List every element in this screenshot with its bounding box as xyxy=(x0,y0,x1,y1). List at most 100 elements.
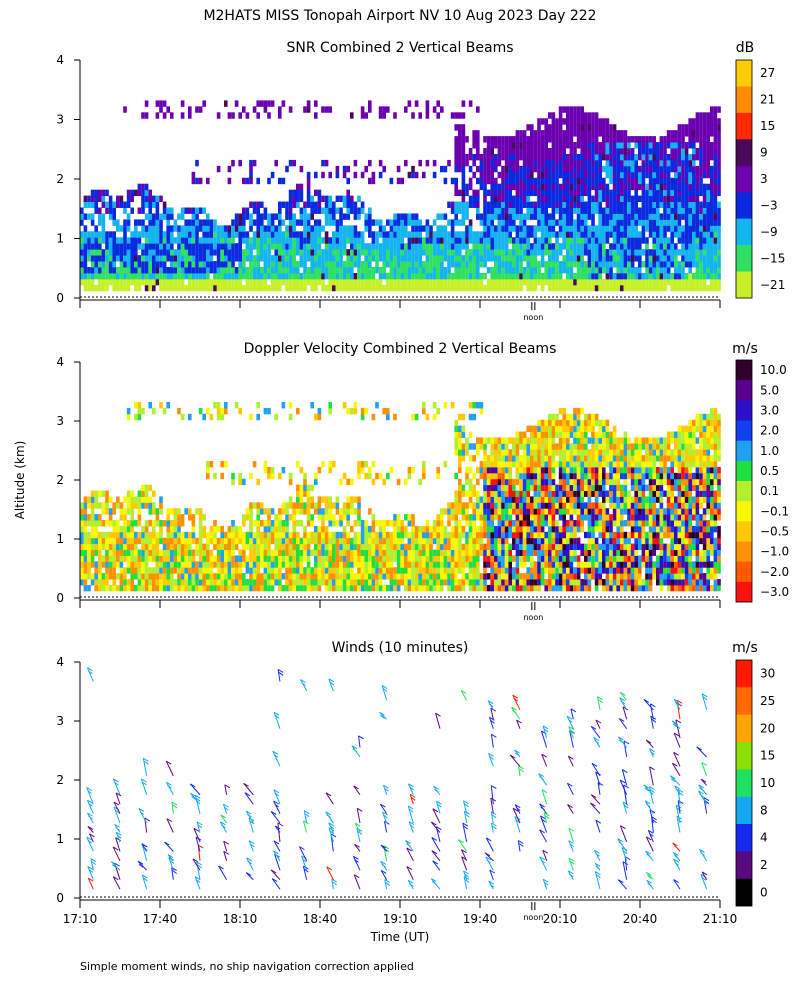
field-cell xyxy=(422,472,426,480)
field-cell xyxy=(710,124,714,131)
field-cell xyxy=(105,561,109,568)
field-cell xyxy=(681,148,685,155)
field-cell xyxy=(285,502,289,509)
field-cell xyxy=(303,484,307,492)
field-cell xyxy=(328,195,332,203)
field-cell xyxy=(386,543,390,551)
field-cell xyxy=(594,136,599,143)
field-cell xyxy=(598,237,602,244)
field-cell xyxy=(310,195,314,203)
field-cell xyxy=(105,543,109,551)
field-cell xyxy=(400,267,404,274)
field-cell xyxy=(526,272,530,280)
field-cell xyxy=(360,561,365,568)
field-cell xyxy=(198,584,203,592)
field-cell xyxy=(317,413,322,421)
field-cell xyxy=(519,284,523,292)
field-cell xyxy=(652,243,656,250)
field-cell xyxy=(710,112,714,119)
field-cell xyxy=(440,284,444,292)
field-cell xyxy=(353,561,358,568)
field-cell xyxy=(508,261,512,268)
field-cell xyxy=(227,549,232,556)
field-cell xyxy=(717,130,721,137)
field-cell xyxy=(450,243,455,250)
field-cell xyxy=(494,213,498,220)
field-cell xyxy=(314,207,318,214)
field-cell xyxy=(184,555,188,562)
field-cell xyxy=(440,261,444,268)
field-cell xyxy=(245,278,250,286)
field-cell xyxy=(414,561,419,568)
field-cell xyxy=(591,255,595,262)
field-cell xyxy=(483,171,487,179)
field-cell xyxy=(116,496,120,503)
field-cell xyxy=(400,520,404,527)
field-cell xyxy=(256,514,260,521)
field-cell xyxy=(98,514,102,521)
field-cell xyxy=(335,579,340,586)
field-cell xyxy=(515,201,520,208)
field-cell xyxy=(335,502,340,509)
field-cell xyxy=(90,579,95,586)
field-cell xyxy=(141,278,145,286)
field-cell xyxy=(378,255,383,262)
field-cell xyxy=(458,490,462,497)
field-cell xyxy=(501,278,505,286)
field-cell xyxy=(350,249,354,256)
field-cell xyxy=(148,219,152,226)
field-cell xyxy=(274,261,278,268)
field-cell xyxy=(83,225,88,232)
field-cell xyxy=(357,579,361,586)
field-cell xyxy=(357,267,361,274)
field-cell xyxy=(422,243,426,250)
field-cell xyxy=(458,478,462,486)
field-cell xyxy=(249,472,253,480)
field-cell xyxy=(458,207,462,214)
field-cell xyxy=(148,195,152,203)
field-cell xyxy=(270,100,275,107)
field-cell xyxy=(443,573,448,580)
field-cell xyxy=(440,531,444,539)
field-cell xyxy=(274,278,278,286)
field-cell xyxy=(105,207,109,214)
field-cell xyxy=(314,112,318,119)
field-cell xyxy=(296,543,300,551)
field-cell xyxy=(540,237,545,244)
field-cell xyxy=(191,177,196,185)
field-cell xyxy=(627,189,631,197)
field-cell xyxy=(393,520,397,527)
field-cell xyxy=(375,278,379,286)
field-cell xyxy=(648,272,653,280)
field-cell xyxy=(328,561,332,568)
field-cell xyxy=(274,284,278,292)
field-cell xyxy=(519,195,523,203)
field-cell xyxy=(616,272,620,280)
field-cell xyxy=(483,213,487,220)
field-cell xyxy=(234,284,239,292)
field-cell xyxy=(159,231,163,238)
field-cell xyxy=(126,255,131,262)
field-cell xyxy=(339,207,343,214)
field-cell xyxy=(713,255,718,262)
field-cell xyxy=(551,278,556,286)
field-cell xyxy=(278,543,282,551)
colorbar-swatch xyxy=(736,86,752,114)
field-cell xyxy=(335,543,340,551)
field-cell xyxy=(263,255,268,262)
field-cell xyxy=(209,549,214,556)
field-cell xyxy=(191,231,196,238)
field-cell xyxy=(447,231,451,238)
field-cell xyxy=(227,555,232,562)
field-cell xyxy=(425,237,430,244)
field-cell xyxy=(519,177,523,185)
field-cell xyxy=(249,561,253,568)
field-cell xyxy=(152,249,156,256)
field-cell xyxy=(184,561,188,568)
field-cell xyxy=(591,284,595,292)
field-cell xyxy=(368,579,372,586)
field-cell xyxy=(198,531,203,539)
field-cell xyxy=(454,584,458,592)
field-cell xyxy=(612,219,617,226)
field-cell xyxy=(288,537,293,545)
